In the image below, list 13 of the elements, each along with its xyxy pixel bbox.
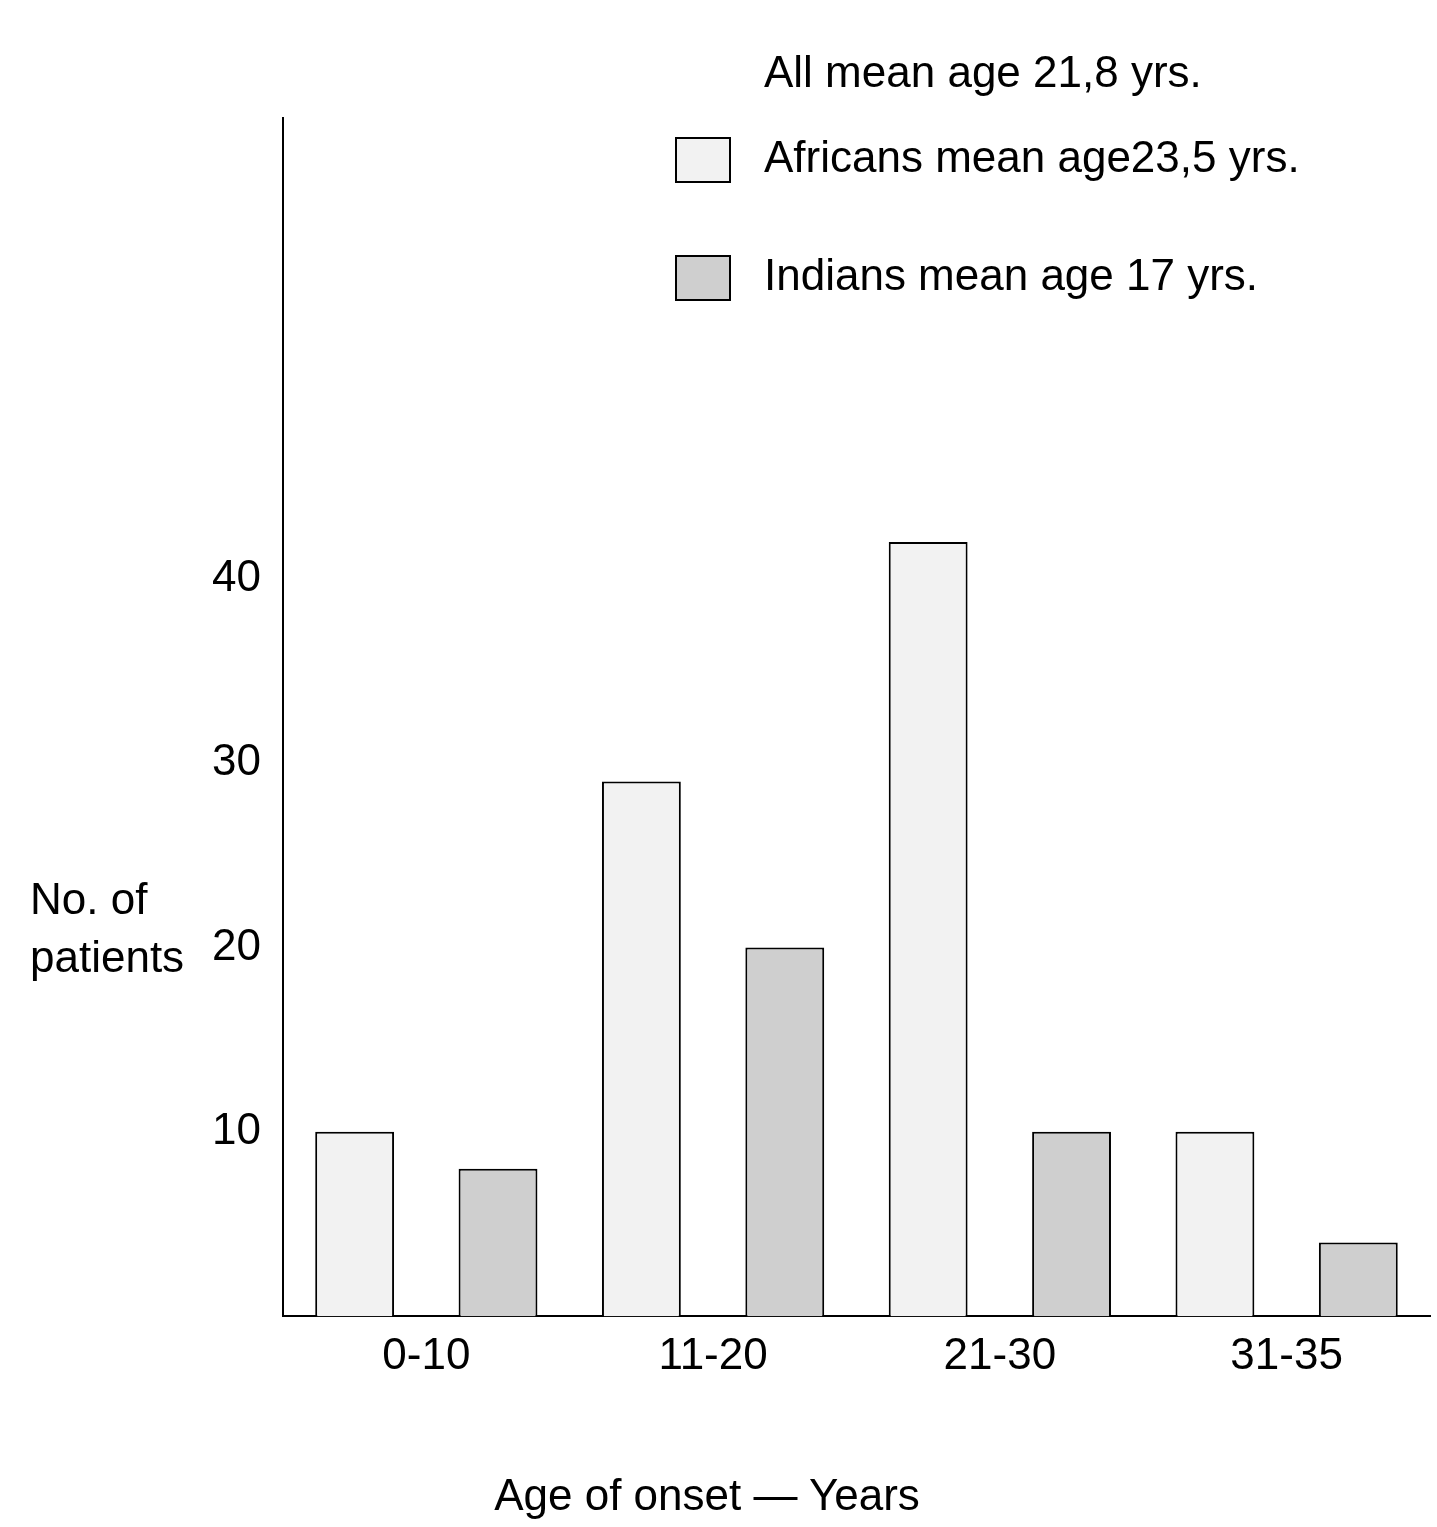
x-axis-title: Age of onset — Years <box>493 1470 921 1520</box>
y-tick-label: 10 <box>211 1104 261 1153</box>
legend-label: Africans mean age23,5 yrs. <box>764 132 1300 182</box>
y-tick-label: 20 <box>211 919 261 969</box>
y-tick-label: 30 <box>211 735 261 785</box>
text: All mean age 21,8 yrs. <box>764 46 1202 98</box>
x-tick-label: 0-10 <box>382 1328 471 1378</box>
y-axis-title: No. of patients <box>30 873 185 983</box>
x-tick-label: 31-35 <box>1230 1328 1343 1378</box>
x-tick-label: 21-30 <box>943 1328 1057 1378</box>
y-tick-label: 40 <box>211 550 261 600</box>
x-tick-label: 11-20 <box>658 1328 768 1378</box>
legend-label: Indians mean age 17 yrs. <box>764 250 1259 300</box>
